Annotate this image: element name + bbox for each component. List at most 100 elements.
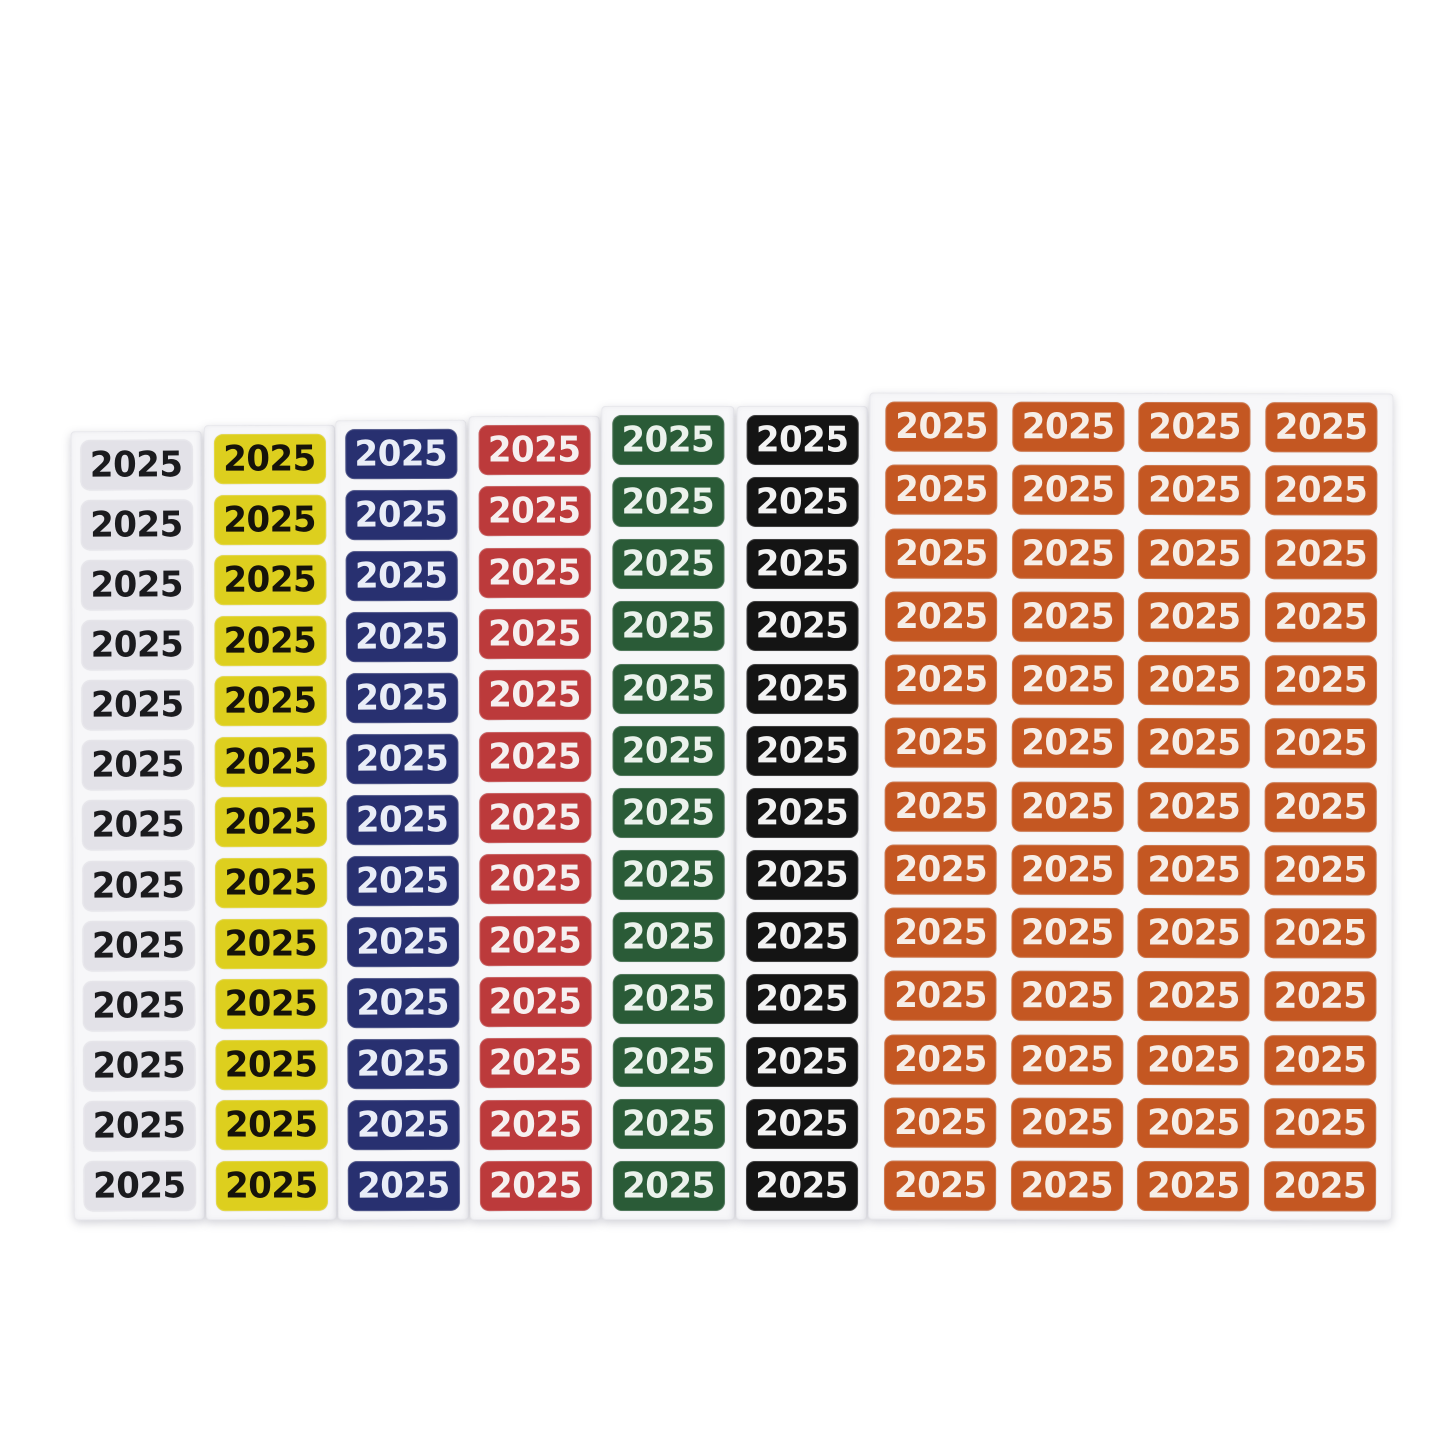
sticker-year-label: 2025 <box>755 543 849 586</box>
sticker-blue: 2025 <box>346 794 459 846</box>
sticker-red: 2025 <box>478 608 591 660</box>
sticker-year-label: 2025 <box>1021 785 1114 828</box>
sticker-orange: 2025 <box>1138 402 1251 453</box>
sticker-black: 2025 <box>746 477 859 528</box>
sticker-year-label: 2025 <box>223 498 317 541</box>
sticker-black: 2025 <box>745 1036 858 1087</box>
sticker-year-label: 2025 <box>224 862 317 904</box>
sticker-orange: 2025 <box>1263 1161 1376 1212</box>
sticker-orange: 2025 <box>1011 844 1124 895</box>
sticker-orange: 2025 <box>1011 654 1124 705</box>
sticker-red: 2025 <box>478 731 591 782</box>
sticker-year-label: 2025 <box>1147 785 1241 828</box>
sheet-white: 2025 2025 2025 2025 2025 2025 2025 2025 2025 2025… <box>70 430 205 1221</box>
sticker-year-label: 2025 <box>488 735 582 778</box>
sticker-year-label: 2025 <box>1146 1165 1240 1207</box>
sticker-year-label: 2025 <box>224 983 318 1026</box>
sticker-yellow: 2025 <box>214 736 327 788</box>
sticker-orange: 2025 <box>1264 971 1377 1022</box>
sticker-green: 2025 <box>612 787 725 838</box>
sticker-white: 2025 <box>81 740 194 791</box>
sticker-year-label: 2025 <box>895 532 988 575</box>
sticker-yellow: 2025 <box>214 918 327 969</box>
sticker-year-label: 2025 <box>895 405 988 448</box>
sticker-orange: 2025 <box>1264 465 1378 516</box>
sticker-orange: 2025 <box>885 717 998 769</box>
sticker-year-label: 2025 <box>488 919 582 962</box>
sticker-black: 2025 <box>745 787 858 838</box>
sticker-orange: 2025 <box>1263 1097 1376 1149</box>
sticker-sheets-group: 2025 2025 2025 2025 2025 2025 2025 2025 2025 2025… <box>70 392 1394 1221</box>
sticker-green: 2025 <box>612 1036 725 1087</box>
sticker-orange: 2025 <box>885 464 998 516</box>
sticker-year-label: 2025 <box>488 613 581 655</box>
sticker-year-label: 2025 <box>223 559 317 602</box>
sticker-year-label: 2025 <box>223 619 317 662</box>
sticker-blue: 2025 <box>345 733 458 785</box>
sticker-yellow: 2025 <box>215 1100 328 1151</box>
sticker-orange: 2025 <box>884 1160 997 1211</box>
sheet-yellow: 2025 2025 2025 2025 2025 2025 2025 2025 2025 2025… <box>203 424 337 1221</box>
sticker-year-label: 2025 <box>1021 406 1115 448</box>
sheet-red: 2025 2025 2025 2025 2025 2025 2025 2025 2025 2025… <box>468 415 601 1221</box>
sticker-red: 2025 <box>478 670 591 721</box>
sticker-yellow: 2025 <box>214 979 328 1030</box>
sticker-year-label: 2025 <box>622 1102 715 1145</box>
sticker-orange: 2025 <box>1138 655 1251 706</box>
sticker-white: 2025 <box>81 860 195 911</box>
sticker-orange: 2025 <box>1011 907 1124 958</box>
sticker-year-label: 2025 <box>755 1102 848 1145</box>
sticker-orange: 2025 <box>1264 908 1377 959</box>
sticker-orange: 2025 <box>1138 465 1251 516</box>
sticker-year-label: 2025 <box>894 595 988 638</box>
sticker-year-label: 2025 <box>1147 1038 1240 1081</box>
sticker-red: 2025 <box>479 976 592 1028</box>
sticker-green: 2025 <box>612 850 725 901</box>
sticker-year-label: 2025 <box>621 543 715 586</box>
sticker-year-label: 2025 <box>91 804 185 847</box>
sticker-orange: 2025 <box>1011 528 1124 579</box>
sticker-white: 2025 <box>82 920 195 971</box>
sticker-year-label: 2025 <box>621 792 715 834</box>
sticker-year-label: 2025 <box>755 481 849 523</box>
sticker-yellow: 2025 <box>215 1039 328 1090</box>
sticker-orange: 2025 <box>884 1097 997 1148</box>
sticker-red: 2025 <box>479 1038 592 1089</box>
sticker-year-label: 2025 <box>1020 912 1114 954</box>
sticker-year-label: 2025 <box>1273 849 1367 891</box>
sticker-year-label: 2025 <box>487 490 581 533</box>
sticker-orange: 2025 <box>1263 1034 1377 1085</box>
sticker-year-label: 2025 <box>1147 1101 1240 1144</box>
sticker-year-label: 2025 <box>1020 1038 1114 1081</box>
sticker-white: 2025 <box>82 1100 196 1152</box>
sticker-orange: 2025 <box>1137 971 1250 1022</box>
sticker-orange: 2025 <box>1010 1097 1123 1148</box>
sticker-blue: 2025 <box>344 489 458 541</box>
sticker-white: 2025 <box>80 439 193 491</box>
sticker-year-label: 2025 <box>755 1040 848 1083</box>
sticker-orange: 2025 <box>1137 1034 1250 1085</box>
sticker-red: 2025 <box>478 424 591 476</box>
sticker-year-label: 2025 <box>1147 975 1240 1018</box>
sticker-year-label: 2025 <box>223 438 316 480</box>
sticker-year-label: 2025 <box>223 740 317 783</box>
sticker-orange: 2025 <box>1137 844 1250 895</box>
sticker-year-label: 2025 <box>1273 1165 1367 1208</box>
sticker-year-label: 2025 <box>755 978 849 1021</box>
sticker-yellow: 2025 <box>213 433 326 485</box>
sticker-orange: 2025 <box>1138 528 1251 579</box>
sticker-yellow: 2025 <box>214 676 327 727</box>
sticker-year-label: 2025 <box>1020 848 1114 891</box>
sticker-orange: 2025 <box>1137 1161 1250 1212</box>
sticker-year-label: 2025 <box>755 667 849 710</box>
sticker-year-label: 2025 <box>90 684 184 727</box>
sticker-year-label: 2025 <box>89 444 183 487</box>
sticker-yellow: 2025 <box>213 615 327 666</box>
sticker-black: 2025 <box>745 1160 858 1211</box>
sticker-black: 2025 <box>746 414 859 466</box>
sticker-year-label: 2025 <box>1274 596 1368 638</box>
sticker-year-label: 2025 <box>894 1038 987 1081</box>
sticker-orange: 2025 <box>1264 718 1377 769</box>
sticker-red: 2025 <box>478 486 591 537</box>
sticker-black: 2025 <box>745 601 859 652</box>
